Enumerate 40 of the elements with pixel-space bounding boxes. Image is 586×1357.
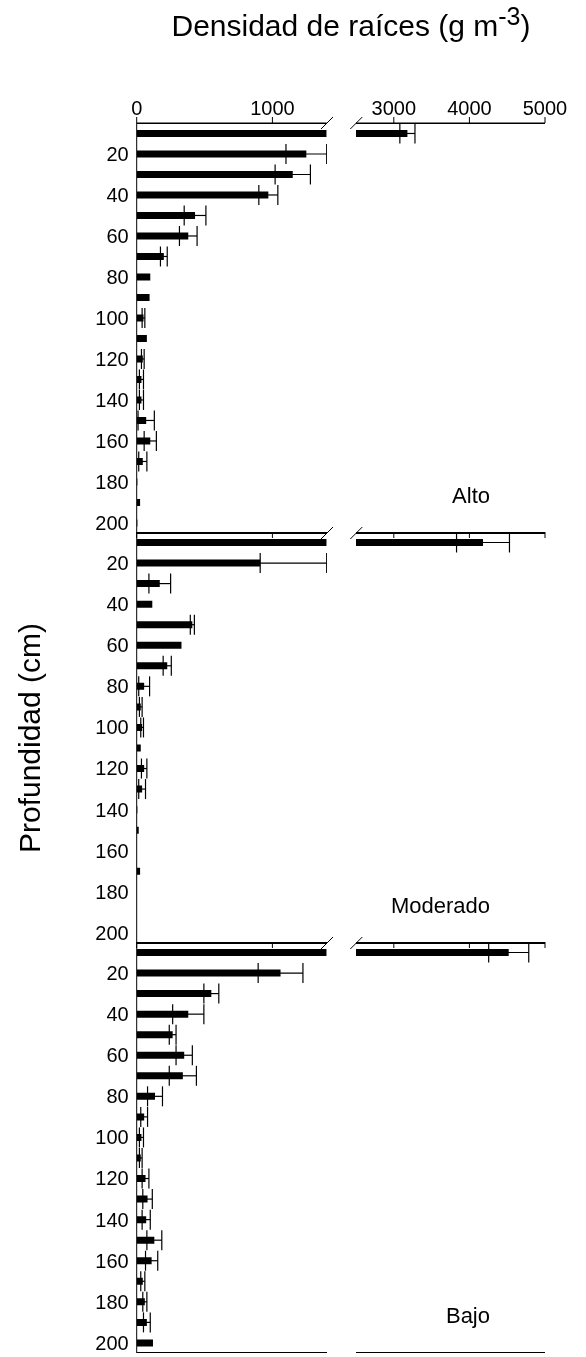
y-tick-label: 140 [95, 1208, 129, 1231]
y-tick-label: 180 [95, 470, 129, 493]
y-tick-label: 80 [106, 674, 129, 697]
y-tick-label: 180 [95, 1291, 129, 1314]
y-tick-label: 60 [106, 633, 129, 656]
x-tick-label: 5000 [522, 96, 568, 119]
y-tick-label: 120 [95, 1167, 129, 1190]
y-tick-label: 80 [106, 265, 129, 288]
y-tick-label: 120 [95, 347, 129, 370]
y-tick-label: 140 [95, 798, 129, 821]
y-tick-label: 20 [106, 551, 129, 574]
y-tick-label: 20 [106, 142, 129, 165]
y-tick-label: 20 [106, 962, 129, 985]
annotation: Alto [452, 482, 490, 509]
y-tick-label: 120 [95, 757, 129, 780]
x-axis-title: Densidad de raíces (g m$^{-3}$) [170, 2, 532, 43]
y-tick-label: 80 [106, 1085, 129, 1108]
x-tick-label: 1000 [250, 96, 295, 119]
y-tick-label: 40 [106, 1003, 129, 1026]
y-axis-title: Profundidad (cm) [13, 622, 47, 853]
y-tick-label: 180 [95, 880, 129, 903]
x-tick-label: 0 [131, 96, 143, 119]
y-tick-label: 140 [95, 388, 129, 411]
y-tick-label: 100 [95, 306, 129, 329]
annotation: Bajo [445, 1303, 490, 1330]
y-tick-label: 160 [95, 839, 129, 862]
y-tick-label: 160 [95, 429, 129, 452]
x-tick-label: 4000 [447, 96, 492, 119]
y-tick-label: 60 [106, 224, 129, 247]
y-tick-label: 40 [106, 183, 129, 206]
y-tick-label: 100 [95, 716, 129, 739]
y-tick-label: 60 [106, 1044, 129, 1067]
y-tick-label: 200 [95, 1332, 129, 1355]
annotation: Moderado [390, 892, 490, 919]
y-tick-label: 200 [95, 511, 129, 534]
y-tick-label: 160 [95, 1249, 129, 1272]
y-tick-label: 40 [106, 592, 129, 615]
y-tick-label: 100 [95, 1126, 129, 1149]
y-tick-label: 200 [95, 921, 129, 944]
x-tick-label: 3000 [371, 96, 417, 119]
